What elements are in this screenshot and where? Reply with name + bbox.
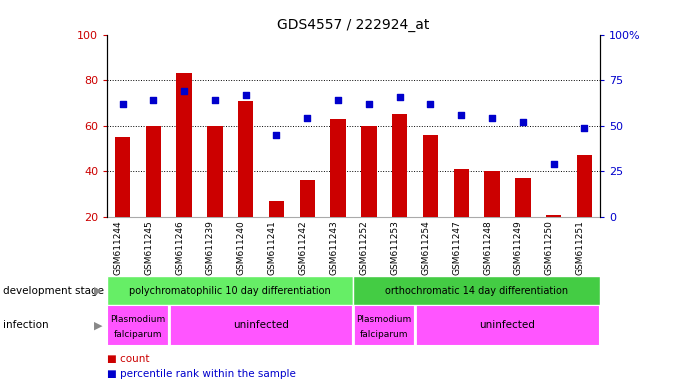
Bar xyxy=(361,126,377,217)
Text: GSM611253: GSM611253 xyxy=(390,220,399,275)
Bar xyxy=(515,178,531,217)
Point xyxy=(209,97,220,103)
Bar xyxy=(176,73,192,217)
Text: orthochromatic 14 day differentiation: orthochromatic 14 day differentiation xyxy=(385,286,568,296)
Point xyxy=(518,119,529,125)
Point xyxy=(394,94,405,100)
Text: GSM611248: GSM611248 xyxy=(483,220,492,275)
Bar xyxy=(207,126,223,217)
Bar xyxy=(577,156,592,217)
Text: falciparum: falciparum xyxy=(113,330,162,339)
Text: GSM611239: GSM611239 xyxy=(206,220,215,275)
Point xyxy=(579,124,590,131)
Text: GSM611241: GSM611241 xyxy=(267,220,276,275)
Bar xyxy=(353,305,415,346)
Bar xyxy=(269,201,284,217)
Point xyxy=(117,101,128,107)
Point xyxy=(178,88,189,94)
Point xyxy=(455,112,466,118)
Text: polychromatophilic 10 day differentiation: polychromatophilic 10 day differentiatio… xyxy=(129,286,331,296)
Point xyxy=(548,161,559,167)
Bar xyxy=(392,114,407,217)
Text: GSM611247: GSM611247 xyxy=(452,220,461,275)
Point xyxy=(363,101,375,107)
Bar xyxy=(415,305,600,346)
Text: falciparum: falciparum xyxy=(360,330,408,339)
Text: infection: infection xyxy=(3,320,49,331)
Bar xyxy=(107,276,353,305)
Text: Plasmodium: Plasmodium xyxy=(111,315,166,324)
Text: uninfected: uninfected xyxy=(233,320,289,331)
Text: ■ count: ■ count xyxy=(107,354,150,364)
Bar xyxy=(453,169,469,217)
Text: GSM611246: GSM611246 xyxy=(175,220,184,275)
Text: uninfected: uninfected xyxy=(480,320,536,331)
Text: GSM611249: GSM611249 xyxy=(514,220,523,275)
Bar xyxy=(330,119,346,217)
Bar xyxy=(300,180,315,217)
Text: GSM611240: GSM611240 xyxy=(237,220,246,275)
Point xyxy=(425,101,436,107)
Point xyxy=(332,97,343,103)
Text: development stage: development stage xyxy=(3,286,104,296)
Bar xyxy=(353,276,600,305)
Text: GSM611252: GSM611252 xyxy=(360,220,369,275)
Text: GSM611244: GSM611244 xyxy=(113,220,122,275)
Text: ▶: ▶ xyxy=(94,286,102,296)
Title: GDS4557 / 222924_at: GDS4557 / 222924_at xyxy=(277,18,430,32)
Bar xyxy=(115,137,130,217)
Bar xyxy=(146,126,161,217)
Point xyxy=(486,116,498,122)
Bar xyxy=(169,305,353,346)
Text: GSM611251: GSM611251 xyxy=(576,220,585,275)
Text: ▶: ▶ xyxy=(94,320,102,331)
Bar xyxy=(107,305,169,346)
Text: GSM611250: GSM611250 xyxy=(545,220,553,275)
Point xyxy=(240,92,252,98)
Text: GSM611245: GSM611245 xyxy=(144,220,153,275)
Bar xyxy=(484,171,500,217)
Text: ■ percentile rank within the sample: ■ percentile rank within the sample xyxy=(107,369,296,379)
Point xyxy=(148,97,159,103)
Bar xyxy=(546,215,561,217)
Text: Plasmodium: Plasmodium xyxy=(357,315,412,324)
Text: GSM611254: GSM611254 xyxy=(422,220,430,275)
Bar xyxy=(423,135,438,217)
Point xyxy=(302,116,313,122)
Bar xyxy=(238,101,254,217)
Text: GSM611242: GSM611242 xyxy=(299,220,307,275)
Text: GSM611243: GSM611243 xyxy=(329,220,338,275)
Point xyxy=(271,132,282,138)
